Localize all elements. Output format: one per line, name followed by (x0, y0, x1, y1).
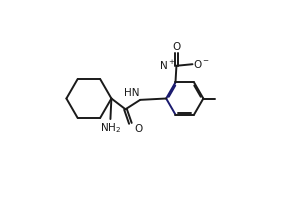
Text: NH$_2$: NH$_2$ (100, 121, 121, 135)
Text: HN: HN (124, 88, 139, 98)
Text: O: O (134, 124, 142, 134)
Text: N$^+$: N$^+$ (159, 59, 175, 72)
Text: O$^-$: O$^-$ (193, 58, 211, 70)
Text: O: O (172, 42, 181, 51)
